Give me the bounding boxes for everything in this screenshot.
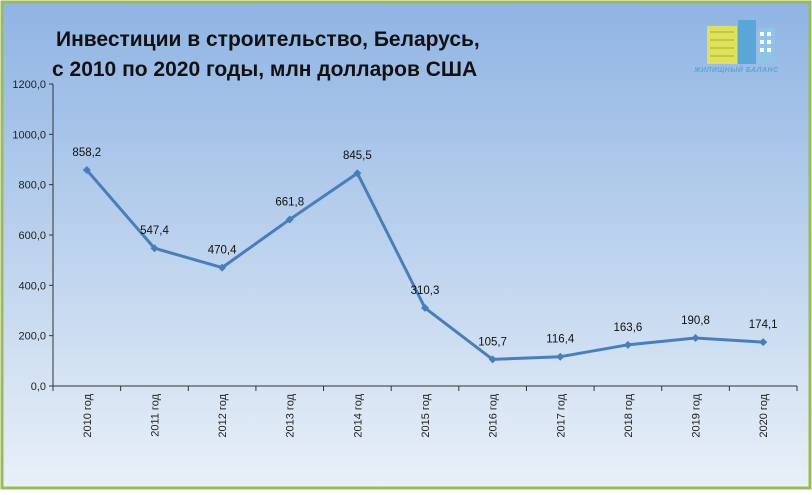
y-tick-label: 1200,0 xyxy=(12,79,46,91)
chart-subtitle: с 2010 по 2020 годы, млн долларов США xyxy=(52,58,478,81)
data-label: 661,8 xyxy=(275,196,304,208)
x-tick-label: 2017 год xyxy=(555,393,567,437)
data-label: 163,6 xyxy=(614,322,643,334)
y-tick-label: 800,0 xyxy=(18,180,46,192)
data-label: 190,8 xyxy=(681,315,710,327)
x-tick-label: 2013 год xyxy=(285,393,297,437)
y-tick-label: 600,0 xyxy=(18,230,46,242)
x-tick-label: 2016 год xyxy=(488,393,500,437)
data-label: 116,4 xyxy=(546,334,575,346)
data-point-marker xyxy=(556,352,565,361)
y-tick-label: 400,0 xyxy=(18,280,46,292)
data-point-marker xyxy=(285,215,294,224)
y-tick-label: 1000,0 xyxy=(12,129,46,141)
data-label: 470,4 xyxy=(208,245,237,257)
chart-title: Инвестиции в строительство, Беларусь, xyxy=(56,28,480,51)
data-label: 547,4 xyxy=(140,225,169,237)
logo-icon xyxy=(707,20,775,64)
data-point-marker xyxy=(82,166,91,175)
x-tick-label: 2019 год xyxy=(691,393,703,437)
data-point-marker xyxy=(353,169,362,178)
x-tick-label: 2014 год xyxy=(352,393,364,437)
data-label: 845,5 xyxy=(343,150,372,162)
data-point-marker xyxy=(150,244,159,253)
data-point-marker xyxy=(421,303,429,312)
data-point-marker xyxy=(623,340,632,349)
logo-text: ЖИЛИЩНЫЙ БАЛАНС xyxy=(694,67,779,74)
x-tick-label: 2010 год xyxy=(82,393,94,437)
x-tick-label: 2018 год xyxy=(623,393,635,437)
data-point-marker xyxy=(218,263,227,272)
data-label: 105,7 xyxy=(478,336,507,348)
x-tick-label: 2012 год xyxy=(217,393,229,437)
chart-background xyxy=(2,2,810,488)
data-label: 174,1 xyxy=(749,319,778,331)
x-tick-label: 2011 год xyxy=(149,393,161,436)
x-tick-label: 2020 год xyxy=(758,393,770,437)
data-label: 310,3 xyxy=(411,285,440,297)
y-tick-label: 200,0 xyxy=(18,331,46,343)
data-label: 858,2 xyxy=(72,147,101,159)
x-tick-label: 2015 год xyxy=(420,393,432,437)
y-tick-label: 0,0 xyxy=(31,381,46,393)
data-point-marker xyxy=(488,355,497,364)
data-point-marker xyxy=(691,333,700,342)
data-point-marker xyxy=(759,338,768,347)
